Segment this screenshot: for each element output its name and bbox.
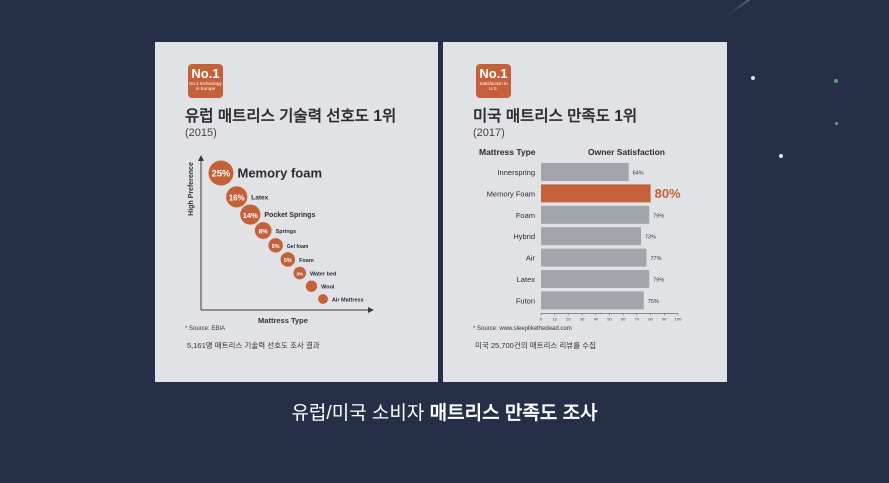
caption-normal: 유럽/미국 소비자 bbox=[291, 403, 430, 424]
bubble-pocket-springs bbox=[240, 204, 261, 225]
panel-year: (2015) bbox=[185, 127, 217, 139]
badge-subtitle: No.1 technology in Europe bbox=[189, 81, 222, 91]
shooting-star-decoration bbox=[727, 0, 781, 16]
bubble-type-label: Wool bbox=[321, 285, 335, 291]
bubble-percent-label: 8% bbox=[259, 228, 268, 235]
star-decoration bbox=[751, 76, 755, 80]
source-note: * Source: EBIA bbox=[185, 326, 226, 332]
badge-subtitle: Satisfaction in U.S. bbox=[479, 81, 508, 91]
bar-air bbox=[541, 248, 647, 267]
owner-satisfaction-header: Owner Satisfaction bbox=[588, 147, 665, 157]
satisfaction-bar-chart: Innerspring 64% Memory Foam 80% Foam 79% Hybri… bbox=[487, 163, 682, 321]
x-tick-label: 100 bbox=[675, 316, 682, 321]
europe-preference-panel: No.1 No.1 technology in Europe 유럽 매트리스 기… bbox=[155, 42, 438, 382]
bar-foam bbox=[541, 205, 650, 224]
bar-value-label: 73% bbox=[645, 235, 656, 241]
bar-value-label: 79% bbox=[653, 278, 664, 284]
bubble-type-label: Springs bbox=[276, 229, 296, 235]
x-tick-label: 70 bbox=[635, 316, 640, 321]
x-tick-label: 0 bbox=[540, 316, 543, 321]
bubble-percent-label: 14% bbox=[243, 211, 258, 220]
bubble-air-mattress bbox=[318, 294, 328, 304]
x-tick-label: 40 bbox=[594, 316, 599, 321]
survey-note: 5,161명 매트리스 기술력 선호도 조사 결과 bbox=[187, 341, 320, 350]
y-axis-arrow bbox=[198, 155, 204, 161]
bubble-percent-label: 5% bbox=[272, 244, 280, 250]
panel-title: 유럽 매트리스 기술력 선호도 1위 bbox=[185, 108, 397, 125]
badge-title: No.1 bbox=[479, 66, 508, 81]
x-tick-label: 20 bbox=[566, 316, 571, 321]
bar-category-label: Latex bbox=[517, 275, 536, 284]
bubble-springs bbox=[254, 222, 272, 239]
bar-category-label: Innerspring bbox=[497, 168, 535, 177]
bubble-water-bed bbox=[293, 266, 307, 280]
x-tick-label: 90 bbox=[662, 316, 667, 321]
bubble-type-label: Foam bbox=[299, 258, 314, 264]
bar-category-label: Memory Foam bbox=[487, 189, 535, 198]
no1-badge: No.1 Satisfaction in U.S. bbox=[476, 64, 511, 98]
bar-category-label: Foam bbox=[516, 211, 535, 220]
bar-category-label: Air bbox=[526, 254, 536, 263]
bar-category-label: Hybrid bbox=[513, 232, 535, 241]
x-tick-label: 80 bbox=[648, 316, 653, 321]
bubble-foam bbox=[280, 252, 296, 267]
star-decoration bbox=[835, 122, 838, 125]
bubble-percent-label: 3% bbox=[296, 271, 304, 276]
bubble-type-label: Water bed bbox=[310, 272, 336, 278]
preference-bubble-chart: High Preference Mattress Type 25% Memory fo… bbox=[188, 155, 374, 325]
x-axis-arrow bbox=[368, 307, 374, 313]
bubble-percent-label: 25% bbox=[212, 169, 231, 179]
us-satisfaction-panel: No.1 Satisfaction in U.S. 미국 매트리스 만족도 1위… bbox=[443, 42, 727, 382]
panel-year: (2017) bbox=[473, 127, 505, 139]
bubble-percent-label: 16% bbox=[229, 193, 245, 202]
bubble-type-label: Memory foam bbox=[238, 166, 323, 181]
x-tick-label: 60 bbox=[621, 316, 626, 321]
bar-value-label: 75% bbox=[648, 299, 659, 305]
bar-futon bbox=[541, 291, 644, 310]
bar-innerspring bbox=[541, 163, 629, 181]
bubble-gel-foam bbox=[268, 238, 283, 253]
bar-value-label: 64% bbox=[633, 171, 644, 177]
bubble-wool bbox=[305, 280, 318, 292]
bubble-type-label: Latex bbox=[251, 194, 268, 201]
bar-value-label: 79% bbox=[653, 213, 664, 219]
x-tick-label: 30 bbox=[580, 316, 585, 321]
bubble-type-label: Gel foam bbox=[287, 244, 309, 250]
x-tick-label: 50 bbox=[607, 316, 612, 321]
bar-value-label: 77% bbox=[650, 256, 661, 262]
y-axis-label: High Preference bbox=[188, 162, 195, 216]
no1-badge: No.1 No.1 technology in Europe bbox=[188, 64, 223, 98]
bar-value-label: 80% bbox=[655, 186, 681, 201]
page-caption: 유럽/미국 소비자 매트리스 만족도 조사 bbox=[0, 398, 889, 425]
star-decoration bbox=[779, 154, 783, 158]
bar-memory-foam bbox=[541, 184, 651, 203]
bubble-latex bbox=[226, 186, 248, 208]
bubble-memory-foam bbox=[208, 160, 234, 186]
mattress-type-header: Mattress Type bbox=[479, 147, 536, 157]
survey-note: 미국 25,700건의 매트리스 리뷰를 수집 bbox=[475, 341, 596, 350]
bubble-type-label: Pocket Springs bbox=[264, 212, 315, 219]
x-axis-label: Mattress Type bbox=[258, 316, 308, 325]
x-tick-label: 10 bbox=[552, 316, 557, 321]
caption-bold: 매트리스 만족도 조사 bbox=[429, 403, 598, 424]
panel-title: 미국 매트리스 만족도 1위 bbox=[473, 108, 638, 125]
badge-title: No.1 bbox=[191, 66, 220, 81]
bubble-type-label: Air Mattress bbox=[332, 298, 364, 304]
bar-hybrid bbox=[541, 227, 642, 246]
star-decoration bbox=[834, 79, 838, 83]
bubble-percent-label: 5% bbox=[284, 258, 292, 264]
source-note: * Source: www.sleeplikethedead.com bbox=[473, 326, 572, 332]
bar-category-label: Futon bbox=[516, 296, 535, 305]
bar-latex bbox=[541, 270, 650, 288]
